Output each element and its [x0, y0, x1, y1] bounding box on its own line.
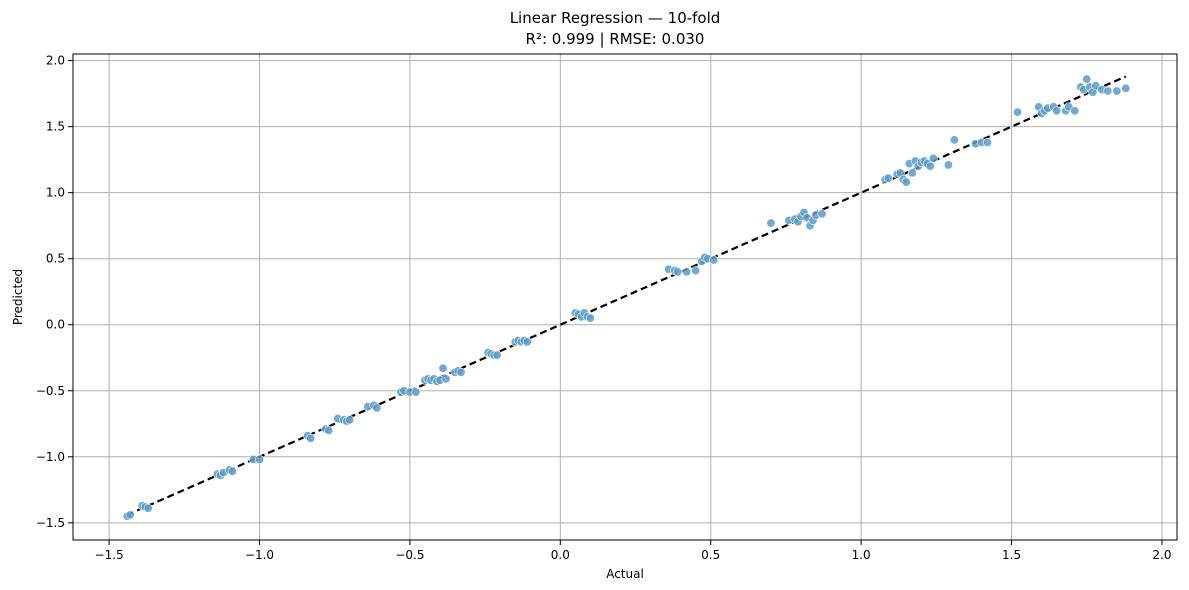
- x-tick-label: 0.0: [551, 548, 570, 562]
- data-point: [492, 350, 502, 360]
- data-point: [227, 466, 237, 476]
- data-point: [709, 255, 719, 265]
- reference-line: [126, 75, 1127, 516]
- data-point: [673, 267, 683, 277]
- y-tick-label: 2.0: [46, 54, 65, 68]
- data-point: [411, 387, 421, 397]
- x-tick-label: −1.0: [245, 548, 274, 562]
- data-point: [1013, 107, 1023, 117]
- data-point: [456, 367, 466, 377]
- x-tick-label: 0.5: [701, 548, 720, 562]
- data-point: [766, 218, 776, 228]
- y-tick-label: 1.5: [46, 120, 65, 134]
- data-point: [949, 135, 959, 145]
- y-tick-label: −1.5: [36, 516, 65, 530]
- data-point: [441, 374, 451, 384]
- data-point: [982, 137, 992, 147]
- x-tick-label: 2.0: [1152, 548, 1171, 562]
- x-tick-label: −0.5: [395, 548, 424, 562]
- chart-title: Linear Regression — 10-fold: [510, 9, 721, 27]
- data-point: [901, 177, 911, 187]
- plot-frame: [72, 53, 1178, 541]
- y-tick-label: −0.5: [36, 384, 65, 398]
- x-tick-label: 1.0: [852, 548, 871, 562]
- data-point: [883, 173, 893, 183]
- data-point: [345, 415, 355, 425]
- y-tick-label: 1.0: [46, 186, 65, 200]
- data-point: [1052, 106, 1062, 116]
- data-point: [522, 337, 532, 347]
- data-point: [925, 161, 935, 171]
- data-point: [125, 510, 135, 520]
- chart-subtitle: R²: 0.999 | RMSE: 0.030: [526, 30, 705, 48]
- x-gridlines: [108, 54, 1163, 540]
- data-point: [372, 403, 382, 413]
- y-tick-label: 0.0: [46, 318, 65, 332]
- data-point: [1070, 106, 1080, 116]
- data-point: [438, 363, 448, 373]
- data-point: [1121, 83, 1131, 93]
- data-point: [928, 153, 938, 163]
- y-tick-label: −1.0: [36, 450, 65, 464]
- data-point: [1082, 74, 1092, 84]
- x-tick-label: 1.5: [1002, 548, 1021, 562]
- data-point: [143, 503, 153, 513]
- data-point: [682, 267, 692, 277]
- data-point: [324, 425, 334, 435]
- data-point: [907, 168, 917, 178]
- y-axis-ticks: −1.5 −1.0 −0.5 0.0 0.5 1.0 1.5 2.0: [36, 54, 73, 530]
- x-tick-label: −1.5: [95, 548, 124, 562]
- data-points: [122, 74, 1131, 521]
- x-axis-label: Actual: [606, 567, 644, 581]
- data-point: [691, 266, 701, 276]
- y-tick-label: 0.5: [46, 252, 65, 266]
- y-axis-label: Predicted: [11, 269, 25, 325]
- data-point: [1112, 86, 1122, 96]
- data-point: [306, 433, 316, 443]
- data-point: [585, 313, 595, 323]
- data-point: [1103, 86, 1113, 96]
- data-point: [255, 454, 265, 464]
- y-gridlines: [73, 60, 1177, 524]
- x-axis-ticks: −1.5 −1.0 −0.5 0.0 0.5 1.0 1.5 2.0: [95, 540, 1172, 562]
- data-point: [943, 160, 953, 170]
- data-point: [817, 209, 827, 219]
